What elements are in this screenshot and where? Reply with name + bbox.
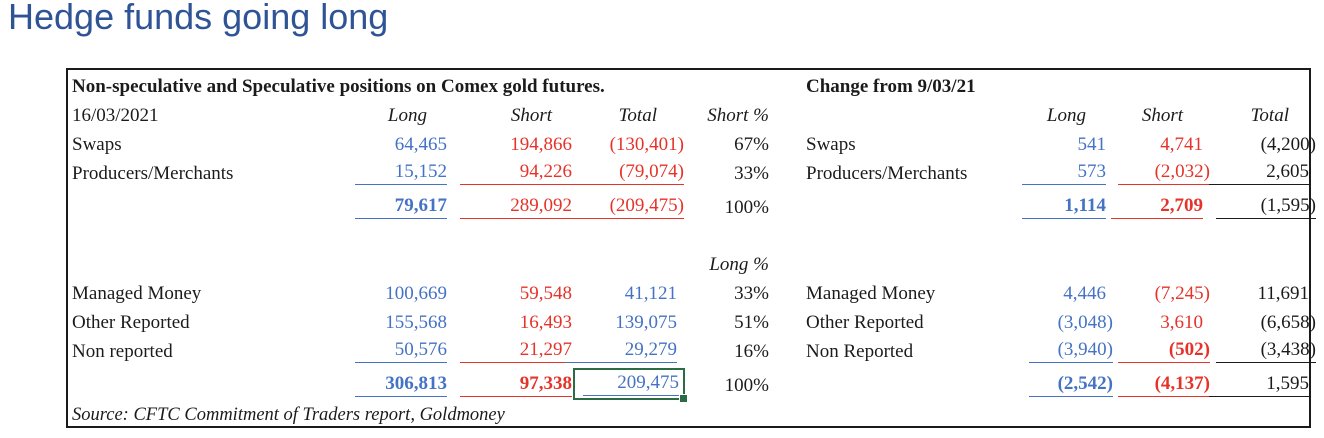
cell-nonspec-short-chg: 2,709 — [1106, 188, 1203, 222]
cell-spec-total-chg: 1,595 — [1203, 366, 1309, 400]
empty-cell — [806, 188, 1006, 222]
page-title: Hedge funds going long — [8, 0, 389, 37]
cell-swaps-short: 194,866 — [510, 134, 572, 155]
cell-nonrep-short-chg: (502) — [1106, 337, 1210, 366]
row-label: Producers/Merchants — [72, 163, 234, 184]
cell-swaps-short-pct: 67% — [734, 134, 769, 155]
cell-other-long-chg: (3,048) — [1057, 312, 1113, 333]
change-panel: Change from 9/03/21 Long Short Total Swa… — [806, 72, 1316, 429]
cell-other-total-chg: (6,658) — [1260, 312, 1316, 333]
cell-nonspec-total-pct: 100% — [724, 197, 769, 218]
cell-nonrep-total-chg: (3,438) — [1203, 337, 1316, 366]
cell-swaps-long: 64,465 — [394, 134, 447, 155]
empty-cell — [72, 250, 677, 279]
row-label: Non Reported — [806, 341, 914, 362]
cell-managed-long-pct: 33% — [734, 283, 769, 304]
selected-cell-total-speculative[interactable]: 209,475 — [572, 366, 688, 403]
cell-nonrep-long: 50,576 — [302, 337, 447, 366]
cell-other-long-pct: 51% — [734, 312, 769, 333]
empty-cell — [806, 101, 1006, 130]
col-header-long: Long — [1046, 105, 1086, 126]
cell-managed-short: 59,548 — [519, 283, 572, 304]
cell-producers-long-chg: 573 — [1006, 159, 1106, 188]
cell-nonrep-total: 29,279 — [565, 337, 677, 366]
row-label: Other Reported — [72, 312, 190, 333]
selection-border: 209,475 — [573, 368, 688, 403]
cell-nonspec-total-total: (209,475) — [572, 188, 684, 222]
empty-cell — [72, 188, 302, 222]
col-header-long-pct: Long % — [709, 254, 769, 275]
row-label: Swaps — [806, 134, 856, 155]
cell-producers-short-pct: 33% — [734, 163, 769, 184]
col-header-short: Short — [1141, 105, 1183, 126]
cell-spec-total-long: 306,813 — [302, 366, 447, 400]
cell-producers-short: 94,226 — [447, 159, 572, 188]
row-label: Swaps — [72, 134, 122, 155]
empty-cell — [72, 222, 777, 250]
cell-managed-total: 41,121 — [624, 283, 677, 304]
cell-spec-total-pct: 100% — [724, 375, 769, 396]
col-header-long: Long — [387, 105, 427, 126]
cell-managed-total-chg: 11,691 — [1257, 283, 1309, 304]
cell-producers-long: 15,152 — [302, 159, 447, 188]
cell-nonrep-long-chg: (3,940) — [1006, 337, 1113, 366]
row-label: Other Reported — [806, 312, 924, 333]
cell-managed-short-chg: (7,245) — [1154, 283, 1210, 304]
cell-other-short-chg: 3,610 — [1160, 312, 1203, 333]
empty-cell — [806, 400, 1309, 429]
col-header-short: Short — [510, 105, 552, 126]
cell-other-long: 155,568 — [385, 312, 447, 333]
cell-nonspec-total-short: 289,092 — [447, 188, 572, 222]
cell-swaps-total: (130,401) — [609, 134, 684, 155]
cell-producers-total-chg: 2,605 — [1203, 159, 1309, 188]
change-table-title: Change from 9/03/21 — [806, 76, 976, 97]
cell-swaps-total-chg: (4,200) — [1260, 134, 1316, 155]
cell-swaps-long-chg: 541 — [1077, 134, 1107, 155]
empty-cell — [806, 222, 1309, 250]
cell-spec-long-chg: (2,542) — [1006, 366, 1113, 400]
cell-producers-short-chg: (2,032) — [1106, 159, 1210, 188]
positions-table-title: Non-speculative and Speculative position… — [72, 76, 605, 97]
cell-nonspec-total-chg: (1,595) — [1203, 188, 1316, 222]
col-header-short-pct: Short % — [707, 105, 769, 126]
empty-cell — [806, 250, 1309, 279]
cell-managed-long: 100,669 — [385, 283, 447, 304]
cell-spec-short-chg: (4,137) — [1106, 366, 1210, 400]
row-label: Non reported — [72, 341, 173, 362]
cell-nonspec-total-long: 79,617 — [302, 188, 447, 222]
source-note: Source: CFTC Commitment of Traders repor… — [72, 405, 505, 425]
row-label: Managed Money — [72, 283, 202, 304]
cell-nonrep-long-pct: 16% — [734, 341, 769, 362]
cell-nonrep-short: 21,297 — [447, 337, 572, 366]
empty-cell — [72, 366, 302, 400]
cell-other-total: 139,075 — [615, 312, 677, 333]
col-header-total: Total — [618, 105, 657, 126]
col-header-total: Total — [1250, 105, 1289, 126]
cell-producers-total: (79,074) — [572, 159, 684, 188]
cell-spec-total-short: 97,338 — [447, 366, 572, 400]
positions-table: Non-speculative and Speculative position… — [66, 68, 1316, 429]
cell-swaps-short-chg: 4,741 — [1160, 134, 1203, 155]
row-label: Producers/Merchants — [806, 163, 968, 184]
positions-panel: Non-speculative and Speculative position… — [72, 72, 777, 429]
cell-other-short: 16,493 — [519, 312, 572, 333]
empty-cell — [806, 366, 1006, 400]
date-label: 16/03/2021 — [72, 105, 159, 126]
cell-managed-long-chg: 4,446 — [1063, 283, 1106, 304]
cell-nonspec-long-chg: 1,114 — [1006, 188, 1106, 222]
row-label: Managed Money — [806, 283, 936, 304]
